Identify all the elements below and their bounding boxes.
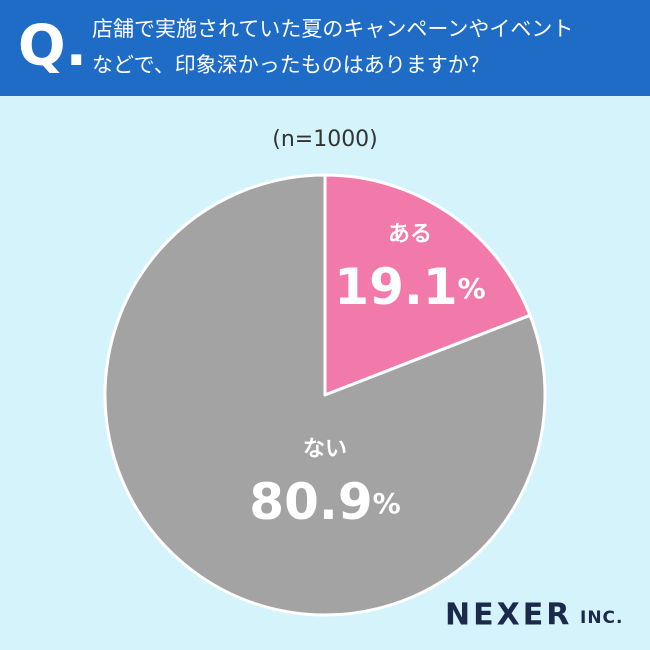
- value-label: 19.1%: [334, 258, 485, 316]
- pie-slice: [323, 173, 532, 397]
- chart-title: 店舗で実施されていた夏のキャンペーンやイベント: [92, 17, 573, 41]
- logo-name: NEXER: [445, 598, 572, 633]
- value-label: 80.9%: [249, 473, 400, 531]
- slice-label: ない: [303, 437, 347, 462]
- header-band: [0, 0, 650, 96]
- slice-label: ある: [388, 222, 432, 247]
- chart-title: などで、印象深かったものはありますか？: [92, 53, 490, 77]
- chart-subtitle: (n=1000): [272, 127, 378, 152]
- question-label: Q.: [18, 14, 87, 79]
- pie: ある 19.1% ない 80.9%: [103, 173, 547, 617]
- logo-suffix: INC.: [580, 608, 624, 628]
- pie-slice: [103, 173, 547, 617]
